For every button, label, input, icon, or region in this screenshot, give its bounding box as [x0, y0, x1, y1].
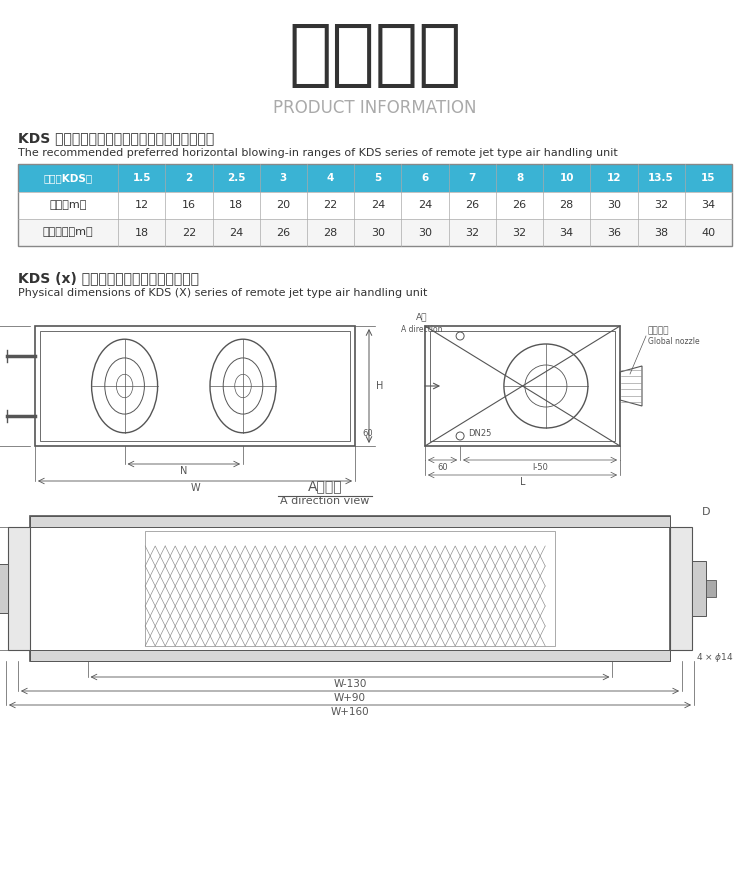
Text: 34: 34 [701, 201, 715, 210]
Text: 60: 60 [362, 429, 373, 439]
Text: 4: 4 [327, 173, 334, 183]
Bar [146, 531, 555, 646]
Text: 30: 30 [418, 228, 432, 237]
Bar [430, 331, 615, 441]
Text: 射程（m）: 射程（m） [50, 201, 87, 210]
Bar [35, 326, 355, 446]
Text: W+90: W+90 [334, 693, 366, 703]
Text: 26: 26 [276, 228, 290, 237]
Bar [18, 164, 732, 246]
Text: N: N [180, 466, 188, 476]
Text: A direction: A direction [401, 325, 442, 334]
Text: H: H [376, 381, 383, 391]
Bar [30, 516, 670, 661]
Text: KDS (x) 系列远程射流空调机组外形尺寸: KDS (x) 系列远程射流空调机组外形尺寸 [18, 271, 199, 285]
Bar [8, 527, 30, 650]
Text: A direction view: A direction view [280, 496, 370, 506]
Bar [425, 326, 620, 446]
Bar [706, 580, 716, 597]
Text: l-50: l-50 [532, 463, 548, 471]
Text: 26: 26 [512, 201, 526, 210]
Bar [670, 527, 692, 650]
Text: W-130: W-130 [333, 679, 367, 689]
Text: 24: 24 [229, 228, 243, 237]
Text: 28: 28 [560, 201, 574, 210]
Text: 24: 24 [418, 201, 432, 210]
Text: 2: 2 [185, 173, 193, 183]
Text: 40: 40 [701, 228, 715, 237]
Text: 30: 30 [370, 228, 385, 237]
Text: 24: 24 [370, 201, 385, 210]
Bar [18, 219, 732, 246]
Text: Physical dimensions of KDS (X) series of remote jet type air handling unit: Physical dimensions of KDS (X) series of… [18, 288, 427, 298]
Bar [18, 164, 732, 192]
Text: A向: A向 [416, 312, 428, 321]
Text: 使用距离（m）: 使用距离（m） [43, 228, 94, 237]
Text: 20: 20 [276, 201, 290, 210]
Text: 球型喷口: 球型喷口 [648, 327, 670, 336]
Text: 22: 22 [182, 228, 196, 237]
Text: 22: 22 [323, 201, 338, 210]
Text: 12: 12 [135, 201, 148, 210]
Text: 6: 6 [422, 173, 429, 183]
Text: 32: 32 [512, 228, 526, 237]
Text: 8: 8 [516, 173, 524, 183]
Bar [30, 516, 670, 527]
Bar [0, 564, 8, 613]
Text: 30: 30 [607, 201, 621, 210]
Text: PRODUCT INFORMATION: PRODUCT INFORMATION [273, 99, 477, 117]
Text: 34: 34 [560, 228, 574, 237]
Text: 13.5: 13.5 [648, 173, 674, 183]
Text: DN25: DN25 [468, 428, 491, 437]
Text: 产品参数: 产品参数 [288, 22, 462, 90]
Text: 3: 3 [280, 173, 287, 183]
Text: KDS 远程射流空调机组水平送风射程选用推荐表: KDS 远程射流空调机组水平送风射程选用推荐表 [18, 131, 214, 145]
Text: 60: 60 [437, 463, 448, 471]
Text: The recommended preferred horizontal blowing-in ranges of KDS series of remote j: The recommended preferred horizontal blo… [18, 148, 618, 158]
Text: 5: 5 [374, 173, 382, 183]
Text: W+160: W+160 [331, 707, 369, 717]
Text: 1.5: 1.5 [133, 173, 151, 183]
Text: 10: 10 [560, 173, 574, 183]
Text: D: D [702, 507, 710, 517]
Text: 2.5: 2.5 [227, 173, 245, 183]
Bar [30, 650, 670, 661]
Text: 32: 32 [654, 201, 668, 210]
Text: 36: 36 [607, 228, 621, 237]
Text: 7: 7 [469, 173, 476, 183]
Text: Global nozzle: Global nozzle [648, 337, 700, 347]
Text: 18: 18 [135, 228, 148, 237]
Text: 38: 38 [654, 228, 668, 237]
Text: 28: 28 [323, 228, 338, 237]
Text: 18: 18 [230, 201, 243, 210]
Bar [18, 192, 732, 219]
Text: 15: 15 [701, 173, 715, 183]
Text: 16: 16 [182, 201, 196, 210]
Text: L: L [520, 477, 525, 487]
Text: 26: 26 [465, 201, 479, 210]
Bar [692, 562, 706, 616]
Text: 32: 32 [465, 228, 479, 237]
Text: A向视图: A向视图 [308, 479, 342, 493]
Bar [40, 331, 350, 441]
Text: 4 $\times$ $\phi$14: 4 $\times$ $\phi$14 [696, 651, 734, 663]
Text: W: W [190, 483, 200, 493]
Text: 型号（KDS）: 型号（KDS） [44, 173, 93, 183]
Text: 12: 12 [607, 173, 621, 183]
